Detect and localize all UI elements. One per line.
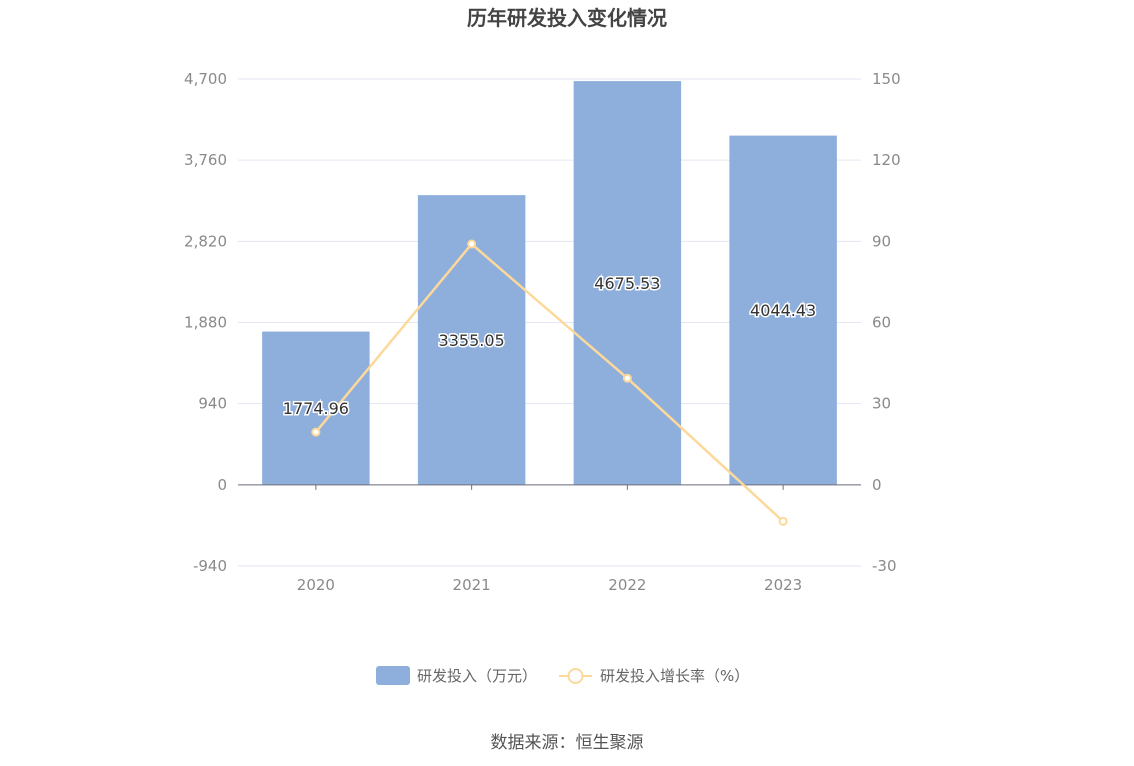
legend: 研发投入（万元） 研发投入增长率（%） <box>376 666 749 685</box>
y-right-tick-label: -30 <box>872 557 897 575</box>
left-y-axis: -940 0 940 1,880 2,820 3,760 4,700 <box>184 70 227 575</box>
y-right-tick-label: 30 <box>872 395 891 413</box>
source-note: 数据来源：恒生聚源 <box>491 733 644 753</box>
y-left-tick-label: 4,700 <box>184 70 227 88</box>
y-left-tick-label: 1,880 <box>184 314 227 332</box>
y-left-tick-label: -940 <box>193 557 227 575</box>
right-y-axis: -30 0 30 60 90 120 150 <box>872 70 901 575</box>
y-left-tick-label: 940 <box>198 395 227 413</box>
legend-line-marker <box>567 668 584 684</box>
chart-title: 历年研发投入变化情况 <box>467 6 667 30</box>
x-tick-label: 2022 <box>608 576 646 594</box>
legend-line-label: 研发投入增长率（%） <box>600 667 749 685</box>
line-series <box>311 239 788 526</box>
growth-line <box>314 242 784 523</box>
bar-value-label: 4675.53 <box>594 274 660 293</box>
bar-value-label: 3355.05 <box>439 331 505 350</box>
bar-series <box>262 81 837 485</box>
growth-point <box>311 427 321 437</box>
y-left-tick-label: 0 <box>217 476 227 494</box>
growth-point <box>467 239 477 249</box>
legend-bar-label: 研发投入（万元） <box>417 667 537 685</box>
bar-data-labels: 1774.96 3355.05 4675.53 4044.43 <box>281 272 817 419</box>
y-left-tick-label: 3,760 <box>184 151 227 169</box>
x-axis-ticks: 2020 2021 2022 2023 <box>297 484 802 594</box>
y-left-tick-label: 2,820 <box>184 232 227 250</box>
y-right-tick-label: 90 <box>872 232 891 250</box>
bar-value-label: 1774.96 <box>283 399 349 418</box>
y-right-tick-label: 150 <box>872 70 901 88</box>
legend-bar-swatch <box>376 666 410 685</box>
y-right-tick-label: 0 <box>872 476 882 494</box>
x-tick-label: 2020 <box>297 576 335 594</box>
bar-value-label: 4044.43 <box>750 301 816 320</box>
growth-point <box>778 516 788 526</box>
bar <box>573 81 682 485</box>
bar <box>729 135 837 485</box>
y-right-tick-label: 60 <box>872 314 891 332</box>
bar <box>262 331 370 485</box>
x-tick-label: 2023 <box>764 576 802 594</box>
growth-point <box>622 373 632 383</box>
x-tick-label: 2021 <box>453 576 491 594</box>
y-right-tick-label: 120 <box>872 151 901 169</box>
